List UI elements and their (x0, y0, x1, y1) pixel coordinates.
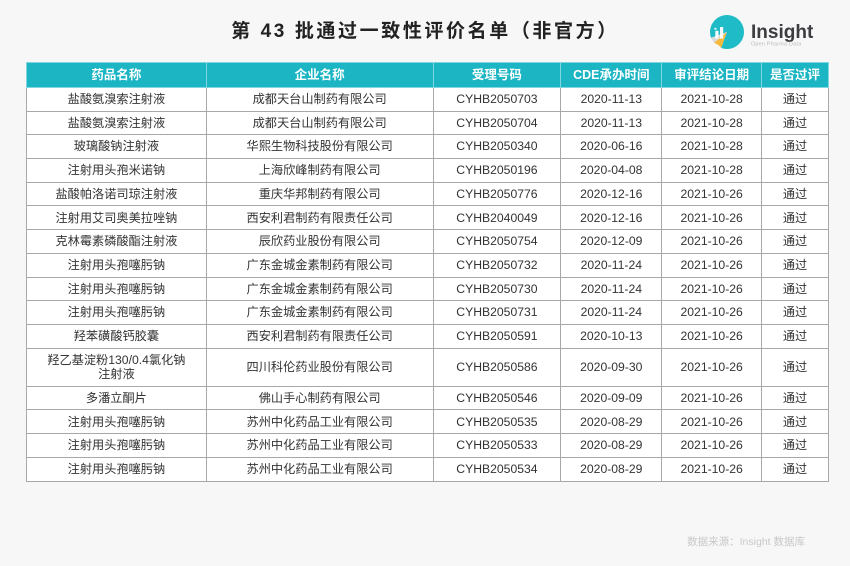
svg-text:Open Pharma Data: Open Pharma Data (751, 42, 801, 48)
svg-text:Insight: Insight (751, 22, 814, 43)
